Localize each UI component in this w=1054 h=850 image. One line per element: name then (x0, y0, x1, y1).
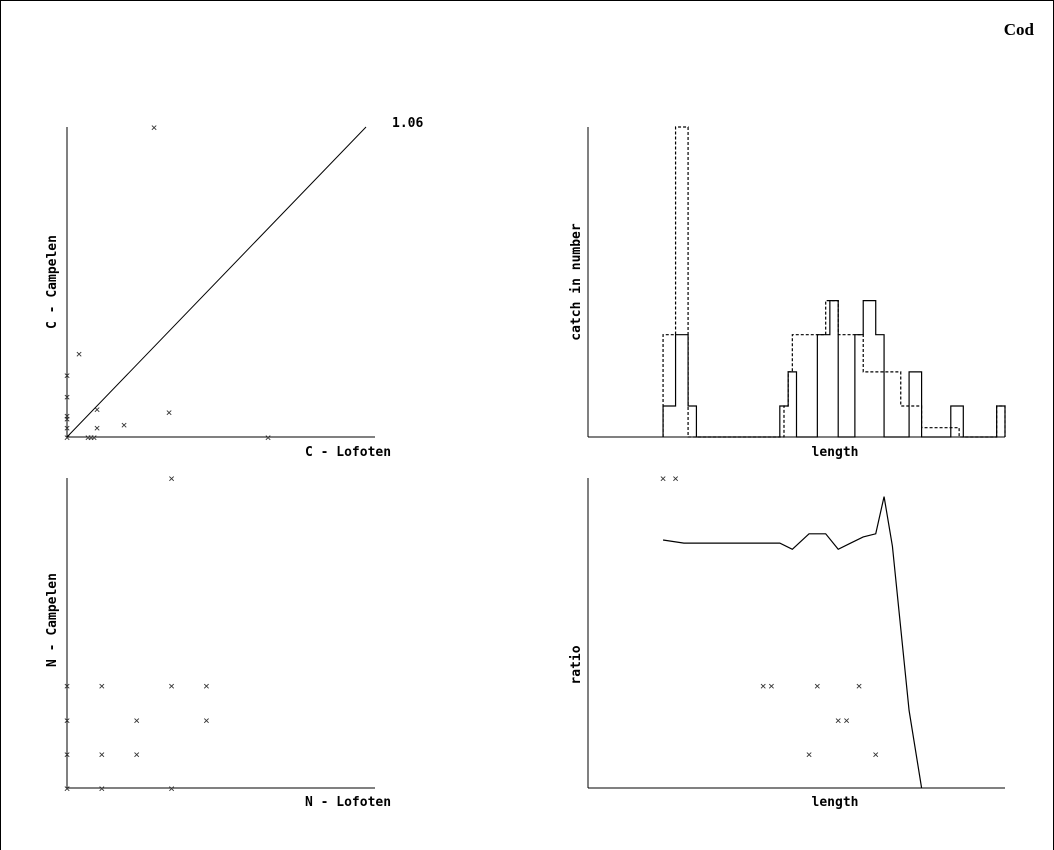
data-point: × (151, 121, 158, 134)
species-label: Cod (1003, 20, 1034, 39)
ratio-marker: × (872, 748, 879, 761)
data-point: × (76, 347, 83, 360)
x-axis-label: length (812, 795, 859, 810)
ratio-marker: × (672, 472, 679, 485)
data-point: × (99, 680, 106, 693)
data-point: × (166, 406, 173, 419)
ratio-marker: × (760, 680, 767, 693)
data-point: × (64, 782, 71, 795)
x-axis-label: N - Lofoten (305, 795, 391, 810)
n_scatter-panel: N - Lofoten N - Campelen × × × × × × × × × × × × × × (45, 472, 391, 810)
x-axis-label: length (812, 445, 859, 460)
fit-slope-label: 1.06 (392, 116, 423, 131)
fit-line (66, 126, 367, 438)
data-point: × (99, 782, 106, 795)
data-point: × (91, 431, 98, 444)
data-point: × (94, 403, 101, 416)
data-point: × (203, 714, 210, 727)
data-point: × (64, 431, 71, 444)
series-line-solid (662, 300, 1006, 438)
ratio-marker: × (806, 748, 813, 761)
series-line-solid (662, 496, 923, 789)
data-point: × (265, 431, 272, 444)
data-point: × (99, 748, 106, 761)
ratio-marker: × (835, 714, 842, 727)
data-point: × (64, 391, 71, 404)
data-point: × (203, 680, 210, 693)
data-point: × (121, 419, 128, 432)
data-point: × (64, 748, 71, 761)
ratio-marker: × (814, 680, 821, 693)
y-axis-label: C - Campelen (45, 235, 60, 329)
data-point: × (168, 472, 175, 485)
data-point: × (64, 409, 71, 422)
data-point: × (133, 748, 140, 761)
y-axis-label: catch in number (569, 223, 584, 341)
series-line-dashed (662, 126, 1006, 438)
data-point: × (64, 422, 71, 435)
data-point: × (85, 431, 92, 444)
data-point: × (168, 680, 175, 693)
ratio-marker: × (768, 680, 775, 693)
data-point: × (64, 412, 71, 425)
data-point: × (133, 714, 140, 727)
data-point: × (168, 782, 175, 795)
data-point: × (64, 680, 71, 693)
data-point: × (94, 422, 101, 435)
ratio-marker: × (660, 472, 667, 485)
x-axis-label: C - Lofoten (305, 445, 391, 460)
ratio-marker: × (843, 714, 850, 727)
data-point: × (88, 431, 95, 444)
ratio-marker: × (856, 680, 863, 693)
y-axis-label: ratio (569, 645, 584, 684)
c_hist-panel: length catch in number (569, 126, 1006, 460)
y-axis-label: N - Campelen (45, 573, 60, 667)
data-point: × (64, 369, 71, 382)
data-point: × (64, 714, 71, 727)
